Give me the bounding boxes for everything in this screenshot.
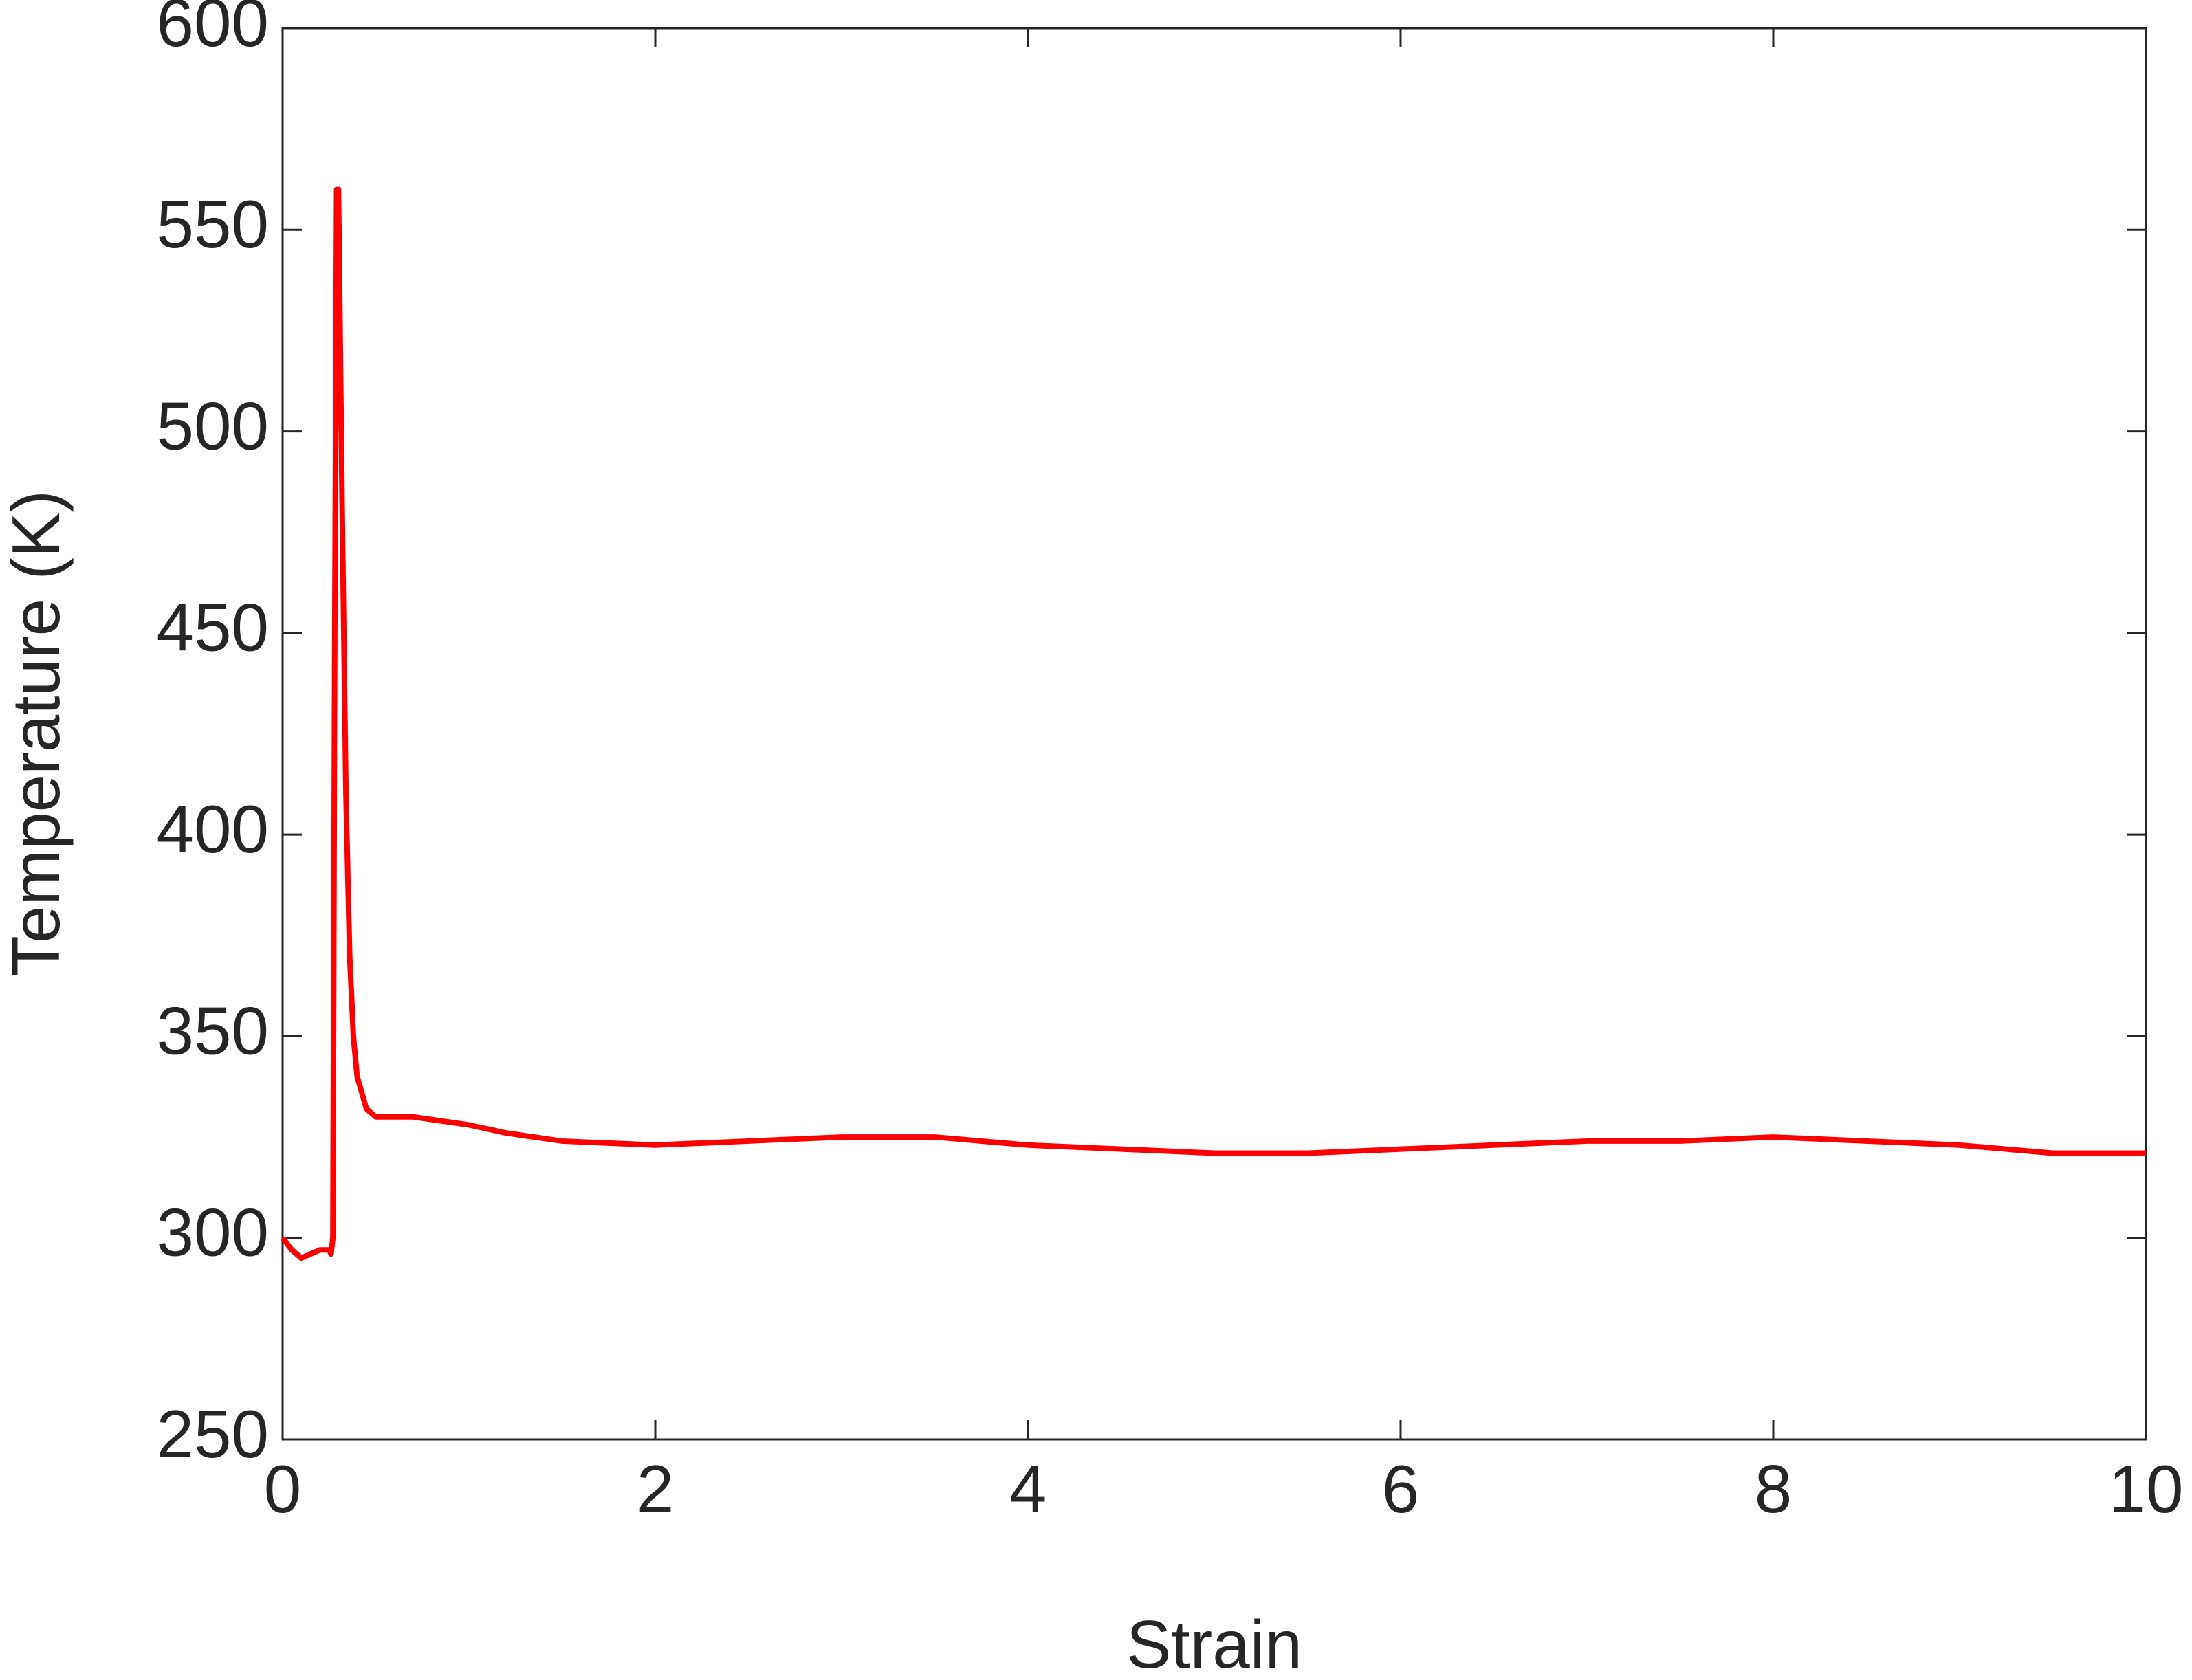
y-tick-label: 500: [156, 388, 269, 463]
x-tick-label: 6: [1382, 1451, 1420, 1527]
x-tick-label: 0: [264, 1451, 302, 1527]
y-tick-label: 550: [156, 186, 269, 262]
plot-frame: [281, 27, 2147, 1441]
x-tick-label: 8: [1755, 1451, 1793, 1527]
y-tick-label: 250: [156, 1396, 269, 1472]
x-tick-label: 4: [1009, 1451, 1047, 1527]
y-tick-label: 600: [156, 0, 269, 60]
y-tick-label: 350: [156, 993, 269, 1068]
y-tick-label: 300: [156, 1195, 269, 1270]
y-axis-title: Temperature (K): [0, 490, 74, 977]
x-tick-label: 10: [2108, 1451, 2183, 1527]
x-tick-label: 2: [637, 1451, 675, 1527]
y-tick-label: 400: [156, 791, 269, 867]
x-axis-title: Strain: [1126, 1606, 1302, 1680]
data-line: [280, 186, 2146, 1261]
y-tick-label: 450: [156, 590, 269, 665]
